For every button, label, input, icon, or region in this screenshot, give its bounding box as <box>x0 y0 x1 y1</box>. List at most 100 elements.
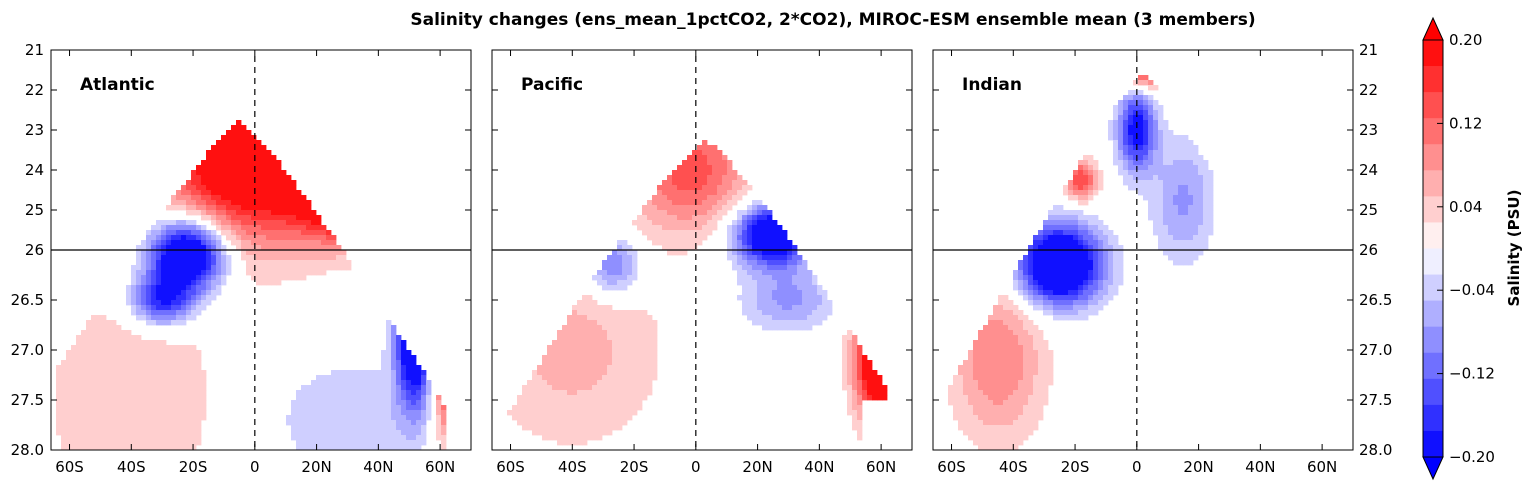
field-cell <box>963 395 969 401</box>
field-cell <box>602 270 608 276</box>
field-cell <box>206 185 212 191</box>
field-cell <box>1083 250 1089 256</box>
field-cell <box>286 175 292 181</box>
field-cell <box>141 370 147 376</box>
field-cell <box>1113 115 1119 121</box>
field-cell <box>306 220 312 226</box>
field-cell <box>321 380 327 386</box>
field-cell <box>266 240 272 246</box>
field-cell <box>266 255 272 261</box>
field-cell <box>166 245 172 251</box>
field-cell <box>1198 185 1204 191</box>
field-cell <box>311 415 317 421</box>
field-cell <box>1088 250 1094 256</box>
field-cell <box>1003 395 1009 401</box>
field-cell <box>211 170 217 176</box>
field-cell <box>356 440 362 446</box>
field-cell <box>1078 165 1084 171</box>
field-cell <box>867 390 873 396</box>
field-cell <box>742 295 748 301</box>
field-cell <box>812 315 818 321</box>
field-cell <box>597 425 603 431</box>
field-cell <box>186 415 192 421</box>
field-cell <box>697 170 703 176</box>
field-cell <box>782 250 788 256</box>
field-cell <box>266 160 272 166</box>
field-cell <box>702 200 708 206</box>
field-cell <box>296 190 302 196</box>
field-cell <box>978 390 984 396</box>
field-cell <box>71 360 77 366</box>
field-cell <box>587 330 593 336</box>
field-cell <box>106 350 112 356</box>
field-cell <box>226 270 232 276</box>
field-cell <box>326 265 332 271</box>
field-cell <box>156 310 162 316</box>
field-cell <box>627 390 633 396</box>
field-cell <box>301 235 307 241</box>
field-cell <box>311 255 317 261</box>
field-cell <box>206 230 212 236</box>
field-cell <box>301 205 307 211</box>
field-cell <box>1188 165 1194 171</box>
field-cell <box>642 385 648 391</box>
field-cell <box>311 410 317 416</box>
field-cell <box>1193 170 1199 176</box>
field-cell <box>81 445 87 451</box>
field-cell <box>582 340 588 346</box>
field-cell <box>191 285 197 291</box>
field-cell <box>1023 320 1029 326</box>
field-cell <box>61 425 67 431</box>
field-cell <box>176 435 182 441</box>
field-cell <box>146 375 152 381</box>
field-cell <box>171 295 177 301</box>
field-cell <box>707 145 713 151</box>
field-cell <box>963 405 969 411</box>
field-cell <box>1013 315 1019 321</box>
field-cell <box>136 390 142 396</box>
field-cell <box>101 420 107 426</box>
field-cell <box>1153 215 1159 221</box>
field-cell <box>642 230 648 236</box>
field-cell <box>1023 270 1029 276</box>
field-cell <box>156 275 162 281</box>
field-cell <box>557 345 563 351</box>
field-cell <box>251 205 257 211</box>
field-cell <box>1028 275 1034 281</box>
field-cell <box>1138 95 1144 101</box>
field-cell <box>567 385 573 391</box>
field-cell <box>66 380 72 386</box>
field-cell <box>998 385 1004 391</box>
field-cell <box>86 390 92 396</box>
field-cell <box>998 415 1004 421</box>
field-cell <box>1043 295 1049 301</box>
field-cell <box>61 445 67 451</box>
field-cell <box>216 215 222 221</box>
field-cell <box>71 440 77 446</box>
field-cell <box>391 365 397 371</box>
field-cell <box>146 290 152 296</box>
field-cell <box>702 160 708 166</box>
field-cell <box>1043 220 1049 226</box>
field-cell <box>577 390 583 396</box>
field-cell <box>782 240 788 246</box>
field-cell <box>978 355 984 361</box>
field-cell <box>136 290 142 296</box>
field-cell <box>647 350 653 356</box>
field-cell <box>1073 190 1079 196</box>
field-cell <box>607 310 613 316</box>
field-cell <box>261 280 267 286</box>
field-cell <box>246 130 252 136</box>
field-cell <box>792 245 798 251</box>
field-cell <box>126 395 132 401</box>
x-tick-label: 40N <box>363 458 393 476</box>
field-cell <box>552 400 558 406</box>
field-cell <box>767 235 773 241</box>
field-cell <box>366 390 372 396</box>
field-cell <box>81 395 87 401</box>
field-cell <box>266 275 272 281</box>
field-cell <box>1163 230 1169 236</box>
field-cell <box>191 305 197 311</box>
field-cell <box>156 355 162 361</box>
field-cell <box>1163 130 1169 136</box>
